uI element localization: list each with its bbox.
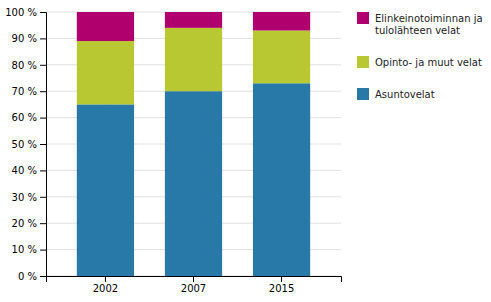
legend-label-line: Elinkeinotoiminnan ja [375, 13, 483, 24]
tick-label: 60 % [12, 112, 37, 123]
tick-mark [40, 91, 46, 92]
bar-series [77, 83, 310, 276]
tick-mark [40, 65, 46, 66]
plot: 0 % 10 % 20 % 30 % 40 % 50 % 60 % 70 % 80 % 90 % 1… [5, 7, 341, 294]
tick: 30 % [12, 192, 46, 203]
tick-label: 2002 [93, 283, 118, 294]
legend-label-line: Asuntovelat [375, 89, 435, 100]
tick-mark [281, 276, 282, 282]
tick: 10 % [12, 244, 46, 255]
tick-mark [105, 276, 106, 282]
tick-mark [40, 250, 46, 251]
bar [77, 12, 134, 41]
legend-label-line: tulolähteen velat [375, 25, 460, 36]
grid [46, 12, 341, 276]
legend-item: Asuntovelat [357, 88, 435, 100]
tick: 0 % [18, 271, 46, 282]
tick-label: 2007 [181, 283, 206, 294]
tick-label: 40 % [12, 165, 37, 176]
bar [253, 83, 310, 276]
bar [165, 12, 222, 28]
tick: 2002 [93, 276, 118, 294]
tick-label: 20 % [12, 218, 37, 229]
tick-mark [40, 144, 46, 145]
tick-label: 70 % [12, 86, 37, 97]
legend-item: Opinto- ja muut velat [357, 56, 482, 68]
y-axis: 0 % 10 % 20 % 30 % 40 % 50 % 60 % 70 % 80 % 90 % 1… [5, 7, 46, 282]
legend-swatch [357, 88, 369, 100]
tick-mark [40, 170, 46, 171]
legend-label: Asuntovelat [375, 89, 435, 100]
legend-swatch [357, 56, 369, 68]
x-axis: 2002 2007 2015 [47, 276, 342, 294]
bar [77, 104, 134, 276]
tick: 80 % [12, 60, 46, 71]
legend-label: Elinkeinotoiminnan jatulolähteen velat [375, 13, 483, 36]
tick-mark [40, 38, 46, 39]
tick-mark [40, 223, 46, 224]
tick-label: 30 % [12, 192, 37, 203]
chart: 0 % 10 % 20 % 30 % 40 % 50 % 60 % 70 % 80 % 90 % 1… [0, 0, 491, 302]
bar-series [77, 12, 310, 41]
tick-mark [40, 197, 46, 198]
tick: 20 % [12, 218, 46, 229]
bar [165, 91, 222, 276]
tick: 50 % [12, 139, 46, 150]
tick: 2007 [181, 276, 206, 294]
tick: 70 % [12, 86, 46, 97]
axis-line [47, 277, 342, 283]
tick-label: 80 % [12, 60, 37, 71]
tick-label: 90 % [12, 33, 37, 44]
tick-mark [40, 118, 46, 119]
legend-label: Opinto- ja muut velat [375, 57, 482, 68]
tick-label: 50 % [12, 139, 37, 150]
tick-mark [40, 12, 46, 13]
bar [77, 41, 134, 104]
tick-label: 100 % [5, 7, 37, 18]
tick: 2015 [269, 276, 294, 294]
legend-label-line: Opinto- ja muut velat [375, 57, 482, 68]
tick-label: 0 % [18, 271, 37, 282]
tick-label: 2015 [269, 283, 294, 294]
bars [77, 12, 310, 276]
tick: 60 % [12, 112, 46, 123]
bar [253, 30, 310, 83]
tick-label: 10 % [12, 244, 37, 255]
tick: 90 % [12, 33, 46, 44]
legend-swatch [357, 12, 369, 24]
tick: 100 % [5, 7, 46, 18]
bar [253, 12, 310, 30]
axis-line [40, 13, 47, 277]
legend: Elinkeinotoiminnan jatulolähteen velat Op… [357, 12, 483, 100]
tick-mark [193, 276, 194, 282]
legend-item: Elinkeinotoiminnan jatulolähteen velat [357, 12, 483, 36]
tick-mark [40, 276, 46, 277]
bar [165, 28, 222, 91]
tick: 40 % [12, 165, 46, 176]
